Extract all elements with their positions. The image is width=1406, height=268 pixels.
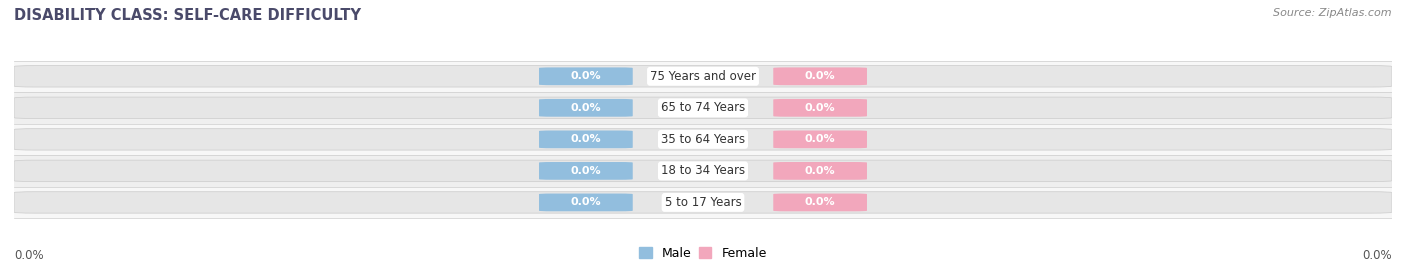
Text: 0.0%: 0.0%: [804, 134, 835, 144]
Text: 5 to 17 Years: 5 to 17 Years: [665, 196, 741, 209]
Text: 0.0%: 0.0%: [571, 166, 602, 176]
Text: 0.0%: 0.0%: [804, 198, 835, 207]
FancyBboxPatch shape: [773, 131, 868, 148]
Text: 75 Years and over: 75 Years and over: [650, 70, 756, 83]
Bar: [14, 92, 1392, 124]
FancyBboxPatch shape: [538, 99, 633, 117]
FancyBboxPatch shape: [773, 68, 868, 85]
Text: 0.0%: 0.0%: [571, 134, 602, 144]
FancyBboxPatch shape: [773, 162, 868, 180]
Bar: [14, 187, 1392, 218]
FancyBboxPatch shape: [773, 99, 868, 117]
Bar: [14, 124, 1392, 155]
FancyBboxPatch shape: [538, 131, 633, 148]
Text: DISABILITY CLASS: SELF-CARE DIFFICULTY: DISABILITY CLASS: SELF-CARE DIFFICULTY: [14, 8, 361, 23]
Text: 0.0%: 0.0%: [804, 103, 835, 113]
Bar: [14, 155, 1392, 187]
Text: 0.0%: 0.0%: [804, 71, 835, 81]
Text: 35 to 64 Years: 35 to 64 Years: [661, 133, 745, 146]
Text: 0.0%: 0.0%: [14, 249, 44, 262]
Text: 0.0%: 0.0%: [804, 166, 835, 176]
FancyBboxPatch shape: [773, 193, 868, 211]
Text: 65 to 74 Years: 65 to 74 Years: [661, 101, 745, 114]
Text: 0.0%: 0.0%: [571, 71, 602, 81]
Text: 0.0%: 0.0%: [571, 103, 602, 113]
FancyBboxPatch shape: [538, 193, 633, 211]
FancyBboxPatch shape: [14, 192, 1392, 213]
Text: 18 to 34 Years: 18 to 34 Years: [661, 164, 745, 177]
FancyBboxPatch shape: [14, 129, 1392, 150]
Text: 0.0%: 0.0%: [1362, 249, 1392, 262]
Legend: Male, Female: Male, Female: [634, 242, 772, 265]
Text: Source: ZipAtlas.com: Source: ZipAtlas.com: [1274, 8, 1392, 18]
FancyBboxPatch shape: [538, 162, 633, 180]
FancyBboxPatch shape: [14, 66, 1392, 87]
Text: 0.0%: 0.0%: [571, 198, 602, 207]
FancyBboxPatch shape: [14, 97, 1392, 118]
Bar: [14, 61, 1392, 92]
FancyBboxPatch shape: [14, 160, 1392, 182]
FancyBboxPatch shape: [538, 68, 633, 85]
